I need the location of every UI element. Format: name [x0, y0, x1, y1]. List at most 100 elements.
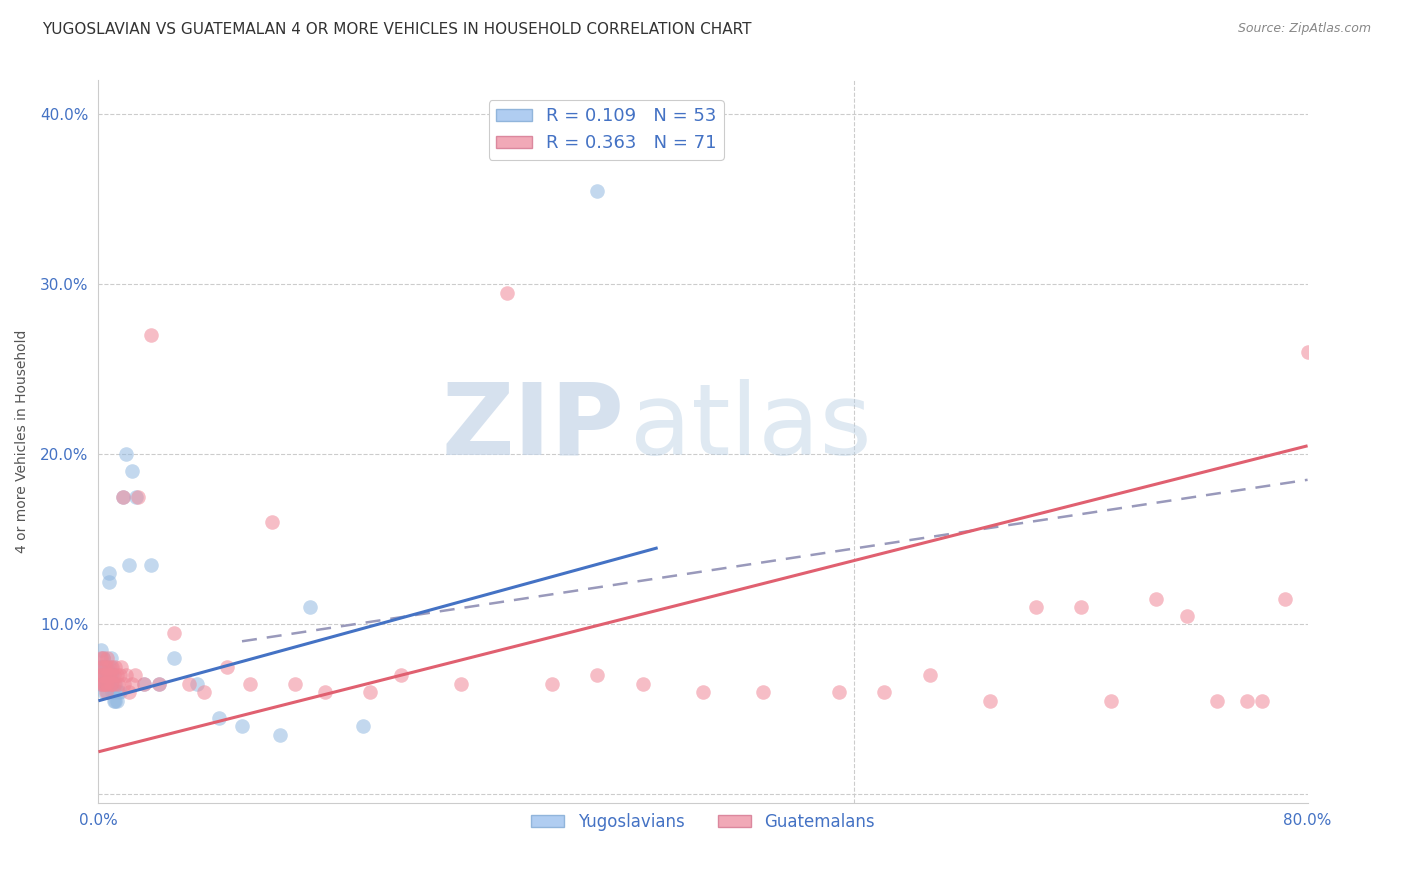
Point	[360, 685, 382, 699]
Text: ZIP: ZIP	[441, 378, 624, 475]
Point	[89, 677, 111, 691]
Point	[98, 566, 121, 581]
Point	[1274, 591, 1296, 606]
Point	[111, 490, 134, 504]
Point	[1099, 694, 1122, 708]
Point	[540, 677, 562, 691]
Point	[93, 660, 115, 674]
Point	[118, 685, 141, 699]
Point	[231, 719, 253, 733]
Point	[94, 660, 117, 674]
Point	[299, 600, 322, 615]
Point	[193, 685, 215, 699]
Point	[100, 651, 122, 665]
Point	[101, 685, 124, 699]
Point	[114, 668, 136, 682]
Point	[112, 677, 135, 691]
Point	[101, 677, 124, 691]
Point	[163, 651, 186, 665]
Point	[107, 685, 129, 699]
Point	[1070, 600, 1092, 615]
Point	[94, 677, 117, 691]
Point	[100, 660, 122, 674]
Point	[94, 660, 117, 674]
Point	[495, 285, 517, 300]
Point	[450, 677, 472, 691]
Point	[94, 685, 117, 699]
Point	[1206, 694, 1229, 708]
Point	[179, 677, 201, 691]
Point	[125, 490, 148, 504]
Point	[100, 677, 122, 691]
Point	[124, 668, 146, 682]
Point	[586, 184, 609, 198]
Point	[208, 711, 231, 725]
Point	[1251, 694, 1274, 708]
Point	[1296, 345, 1319, 359]
Point	[132, 677, 155, 691]
Point	[121, 677, 143, 691]
Point	[91, 660, 114, 674]
Point	[91, 668, 114, 682]
Point	[103, 668, 125, 682]
Point	[918, 668, 941, 682]
Y-axis label: 4 or more Vehicles in Household: 4 or more Vehicles in Household	[15, 330, 30, 553]
Point	[103, 677, 125, 691]
Point	[352, 719, 374, 733]
Point	[239, 677, 262, 691]
Point	[828, 685, 851, 699]
Point	[118, 558, 141, 572]
Point	[96, 677, 118, 691]
Point	[98, 668, 121, 682]
Point	[96, 668, 118, 682]
Point	[314, 685, 336, 699]
Point	[105, 694, 128, 708]
Point	[979, 694, 1001, 708]
Point	[98, 574, 121, 589]
Point	[389, 668, 412, 682]
Point	[1024, 600, 1046, 615]
Point	[94, 677, 117, 691]
Point	[141, 328, 163, 343]
Point	[121, 464, 143, 478]
Point	[100, 668, 122, 682]
Point	[692, 685, 714, 699]
Point	[586, 668, 609, 682]
Point	[94, 668, 117, 682]
Point	[148, 677, 170, 691]
Point	[114, 447, 136, 461]
Point	[132, 677, 155, 691]
Point	[873, 685, 896, 699]
Point	[94, 660, 117, 674]
Point	[186, 677, 208, 691]
Point	[100, 677, 122, 691]
Point	[90, 660, 112, 674]
Point	[90, 642, 112, 657]
Point	[127, 490, 149, 504]
Point	[110, 660, 132, 674]
Point	[96, 660, 118, 674]
Point	[89, 660, 111, 674]
Point	[101, 668, 124, 682]
Point	[93, 660, 115, 674]
Point	[90, 660, 112, 674]
Point	[90, 668, 112, 682]
Text: Source: ZipAtlas.com: Source: ZipAtlas.com	[1237, 22, 1371, 36]
Point	[93, 685, 115, 699]
Text: YUGOSLAVIAN VS GUATEMALAN 4 OR MORE VEHICLES IN HOUSEHOLD CORRELATION CHART: YUGOSLAVIAN VS GUATEMALAN 4 OR MORE VEHI…	[42, 22, 752, 37]
Point	[105, 668, 128, 682]
Point	[96, 677, 118, 691]
Point	[91, 677, 114, 691]
Point	[1312, 694, 1334, 708]
Point	[98, 677, 121, 691]
Point	[93, 668, 115, 682]
Point	[96, 668, 118, 682]
Point	[111, 490, 134, 504]
Point	[284, 677, 307, 691]
Point	[215, 660, 238, 674]
Point	[98, 660, 121, 674]
Point	[141, 558, 163, 572]
Point	[90, 651, 112, 665]
Point	[269, 728, 291, 742]
Point	[100, 668, 122, 682]
